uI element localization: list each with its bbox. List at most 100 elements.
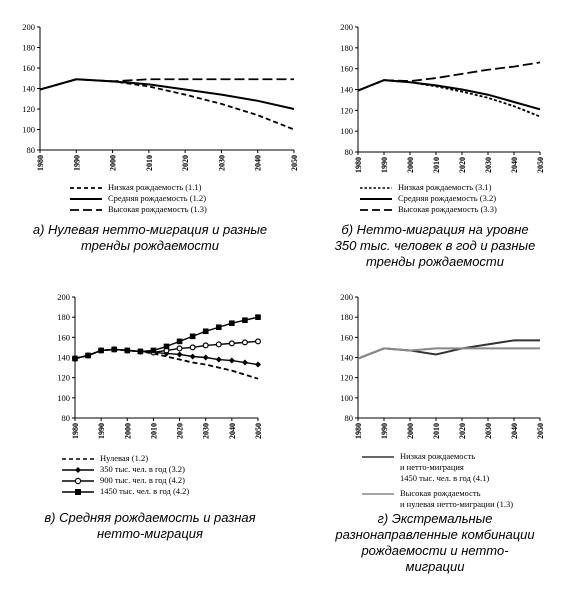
x-tick-label: 1990 [380, 157, 389, 173]
series-line-1 [357, 79, 541, 118]
legend-swatch-solid [358, 193, 394, 204]
data-point [176, 338, 183, 345]
y-tick-label: 100 [22, 125, 35, 135]
legend-label-line: и нулевая нетто-миграции (1.3) [400, 499, 514, 509]
series-line-3 [357, 61, 541, 92]
caption-line: тренды рождаемости [366, 254, 504, 269]
x-tick-label: 2050 [536, 423, 545, 439]
y-tick-label: 160 [340, 64, 353, 74]
legend-label: Нулевая (1.2) [100, 453, 149, 463]
legend-item: Высокая рождаемость (3.3) [358, 204, 497, 215]
chart-c-svg: 80 100 120 140 160 180 200 1980 1990 2000 2010 2020… [57, 292, 263, 439]
y-tick-label: 180 [57, 312, 70, 322]
legend-item: 900 тыс. чел. в год (4.2) [60, 475, 189, 486]
x-tick-label: 2040 [228, 423, 237, 439]
chart-c-caption: в) Средняя рождаемость и разная нетто-ми… [0, 510, 300, 542]
y-tick-label: 200 [22, 22, 35, 32]
caption-line: 350 тыс. человек в год и разные [334, 238, 536, 253]
y-tick-label: 140 [57, 353, 70, 363]
y-tick-label: 180 [340, 312, 353, 322]
legend-label: Низкая рождаемость (1.1) [108, 182, 202, 192]
data-point [137, 348, 144, 355]
data-point [215, 356, 222, 363]
legend-swatch-square [60, 486, 96, 497]
x-tick-label: 2050 [536, 157, 545, 173]
x-tick-label: 2020 [458, 423, 467, 439]
x-tick-label: 2000 [406, 157, 415, 173]
x-tick-label: 2040 [510, 157, 519, 173]
data-point [255, 338, 262, 345]
legend-swatch-dashed [68, 182, 104, 193]
data-point [242, 317, 248, 323]
chart-panel-b: 80 100 120 140 160 180 200 1980 1990 2000 2010 2020… [300, 0, 570, 290]
legend-item: Нулевая (1.2) [60, 453, 189, 464]
x-tick-label: 2020 [176, 423, 185, 439]
legend-swatch-gray [360, 488, 396, 499]
caption-line: б) Нетто-миграция на уровне [341, 222, 529, 237]
legend-label: Средняя рождаемость (1.2) [108, 193, 207, 203]
chart-panel-c: 80 100 120 140 160 180 200 1980 1990 2000 2010 2020… [0, 285, 300, 595]
legend-label: Низкая рождаемость и нетто-миграция 1450… [400, 451, 489, 484]
legend-label: Средняя рождаемость (3.2) [398, 193, 497, 203]
x-tick-label: 2030 [484, 423, 493, 439]
legend-label: 1450 тыс. чел. в год (4.2) [100, 486, 190, 496]
y-tick-label: 200 [57, 292, 70, 302]
data-point [150, 347, 157, 354]
legend-item: 350 тыс. чел. в год (3.2) [60, 464, 189, 475]
y-tick-label: 140 [340, 85, 353, 95]
legend-swatch-longdash [358, 204, 394, 215]
x-tick-label: 2010 [432, 157, 441, 173]
y-tick-label: 100 [57, 393, 70, 403]
caption-line: рождаемости и нетто- [361, 543, 509, 558]
x-tick-label: 2010 [145, 155, 154, 171]
data-point [215, 341, 222, 348]
caption-line: в) Средняя рождаемость и разная [44, 510, 256, 525]
legend-label-line: Низкая рождаемость [400, 451, 476, 461]
chart-d-legend: Низкая рождаемость и нетто-миграция 1450… [360, 451, 513, 510]
y-tick-label: 200 [340, 22, 353, 32]
y-tick-label: 160 [340, 332, 353, 342]
legend-item: Высокая рождаемость и нулевая нетто-мигр… [360, 488, 513, 510]
x-tick-label: 2030 [217, 155, 226, 171]
legend-item: 1450 тыс. чел. в год (4.2) [60, 486, 189, 497]
x-tick-label: 2020 [181, 155, 190, 171]
y-tick-label: 160 [22, 63, 35, 73]
x-tick-label: 2010 [149, 423, 158, 439]
legend-swatch-dashed [60, 453, 96, 464]
caption-line: а) Нулевая нетто-миграция и разные [32, 222, 268, 237]
y-tick-label: 120 [57, 373, 70, 383]
legend-swatch-dashed [358, 182, 394, 193]
data-point [176, 351, 183, 358]
x-tick-label: 2010 [432, 423, 441, 439]
legend-label: Высокая рождаемость и нулевая нетто-мигр… [400, 488, 513, 510]
data-point [176, 345, 183, 352]
caption-line: миграции [405, 559, 465, 574]
data-point [163, 343, 170, 350]
legend-item: Средняя рождаемость (3.2) [358, 193, 497, 204]
chart-d-svg: 80 100 120 140 160 180 200 1980 1990 2000 2010 2020… [340, 292, 545, 439]
legend-item: Низкая рождаемость (3.1) [358, 182, 497, 193]
legend-label-line: и нетто-миграция [400, 462, 464, 472]
x-tick-label: 1980 [36, 155, 45, 171]
data-point [228, 340, 235, 347]
legend-swatch-solid [68, 193, 104, 204]
y-tick-label: 160 [57, 332, 70, 342]
data-point [255, 314, 261, 320]
legend-item: Высокая рождаемость (1.3) [68, 204, 207, 215]
x-tick-label: 1980 [354, 423, 363, 439]
chart-panel-d: 80 100 120 140 160 180 200 1980 1990 2000 2010 2020… [300, 285, 570, 595]
x-tick-label: 1990 [97, 423, 106, 439]
chart-d-caption: г) Экстремальные разнонаправленные комби… [300, 511, 570, 575]
x-tick-label: 2040 [510, 423, 519, 439]
x-tick-label: 2020 [458, 157, 467, 173]
chart-b-caption: б) Нетто-миграция на уровне 350 тыс. чел… [300, 222, 570, 270]
y-tick-label: 120 [340, 373, 353, 383]
data-point [124, 347, 131, 354]
x-tick-label: 1990 [380, 423, 389, 439]
y-tick-label: 180 [340, 43, 353, 53]
data-point [241, 359, 248, 366]
caption-line: нетто-миграция [97, 526, 203, 541]
data-point [215, 324, 222, 331]
legend-item: Низкая рождаемость и нетто-миграция 1450… [360, 451, 513, 484]
legend-label-line: Высокая рождаемость [400, 488, 481, 498]
